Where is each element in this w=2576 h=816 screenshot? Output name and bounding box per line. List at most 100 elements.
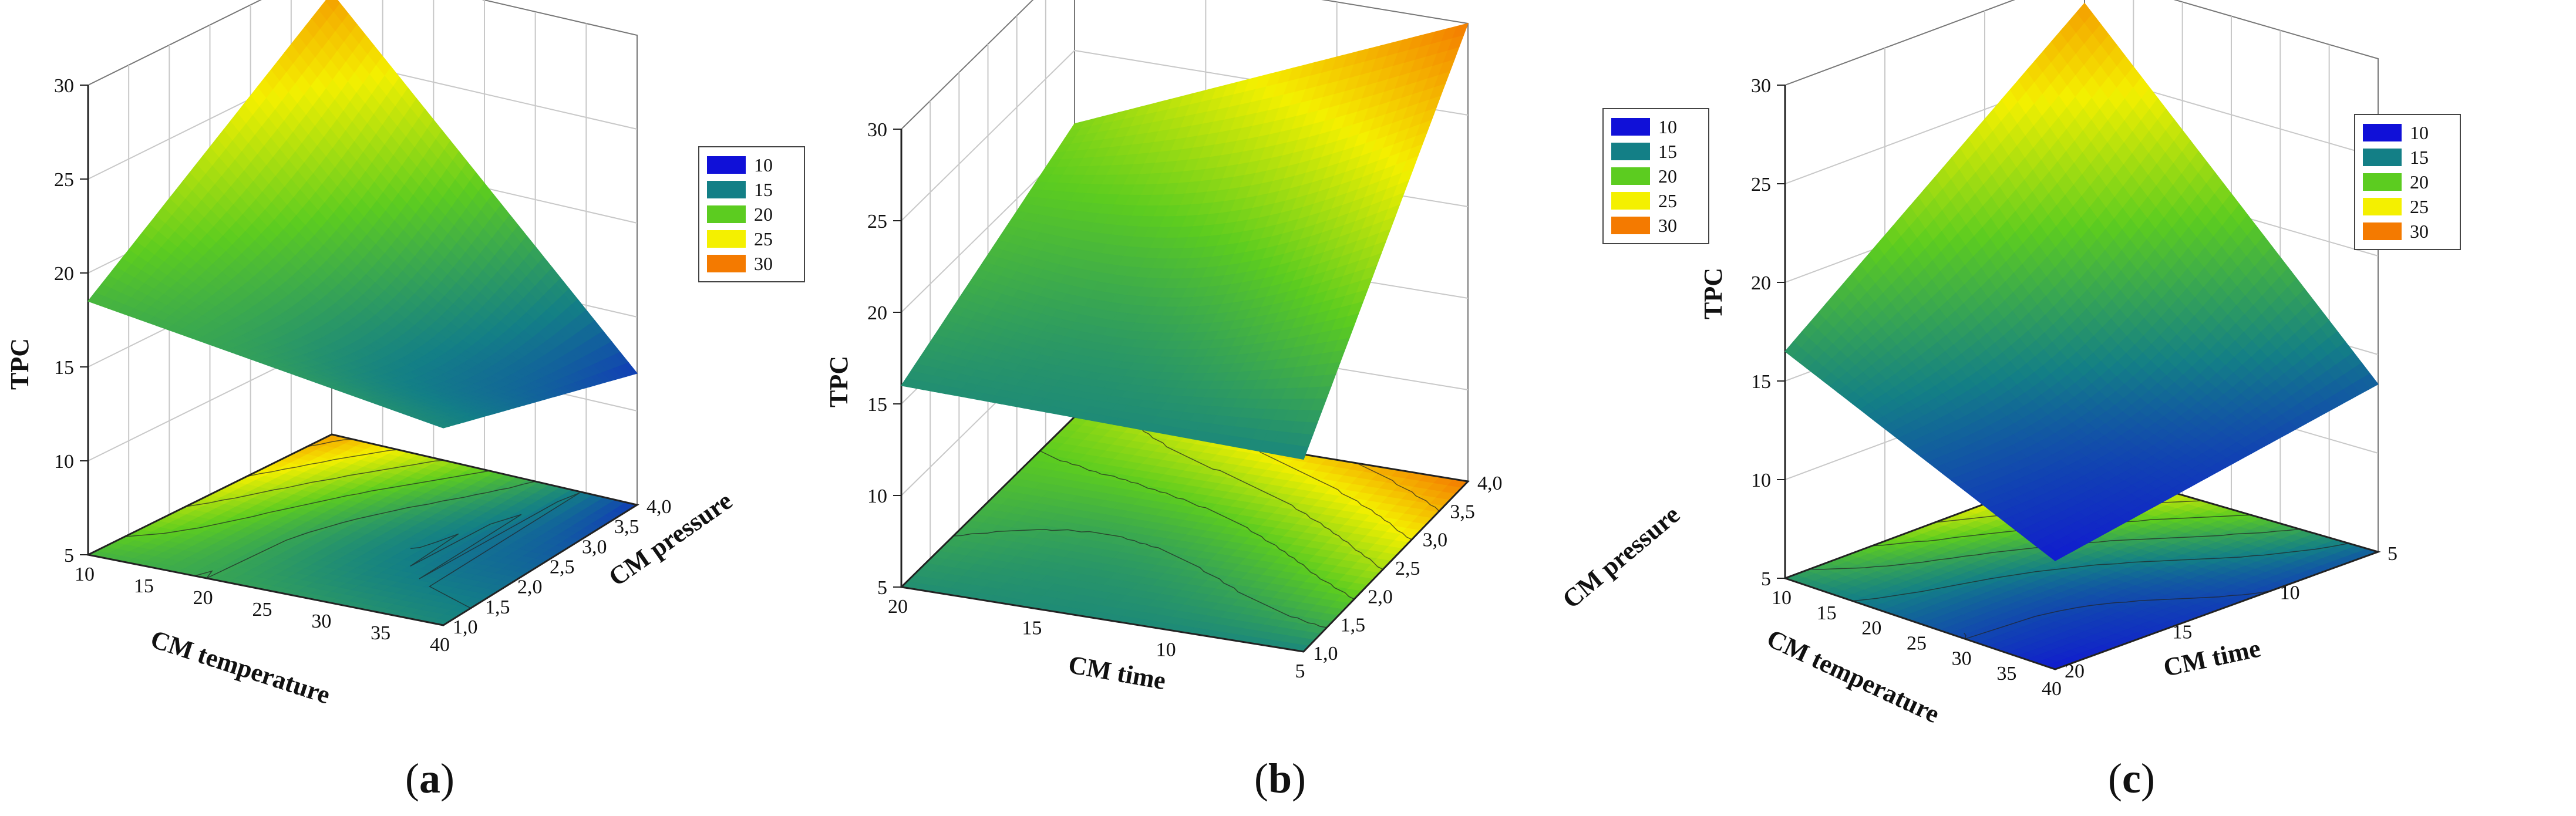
y-axis-label: CM pressure: [1557, 500, 1685, 614]
y-tick-label: 3,5: [1450, 501, 1475, 522]
legend-label: 25: [2410, 196, 2429, 217]
floor-outline: [899, 416, 1470, 653]
x-tick-label: 10: [1156, 639, 1176, 660]
legend-swatch: [1611, 192, 1650, 210]
legend-swatch: [2363, 198, 2402, 215]
y-tick-label: 15: [2172, 621, 2192, 643]
contour-line: [1245, 444, 1412, 540]
legend-swatch: [2363, 173, 2402, 191]
y-tick-label: 2,0: [1368, 586, 1393, 608]
contour-line: [1843, 542, 2349, 602]
legend-swatch: [707, 205, 746, 223]
z-tick-label: 20: [867, 302, 887, 324]
x-axis-label: CM temperature: [147, 625, 334, 710]
x-tick-label: 40: [430, 634, 450, 656]
y-tick-label: 3,5: [614, 516, 639, 538]
y-tick-label: 1,5: [485, 596, 510, 618]
z-tick-label: 15: [1751, 371, 1771, 393]
y-tick-label: 4,0: [646, 496, 672, 518]
x-tick-label: 25: [252, 599, 272, 621]
contour-line: [1039, 450, 1355, 600]
surface-plot-a: 51015202530101520253035401,01,52,02,53,0…: [5, 0, 805, 710]
z-tick-label: 5: [64, 545, 74, 567]
caption-c: (c): [2108, 755, 2155, 802]
legend-label: 30: [754, 253, 773, 274]
x-tick-label: 10: [75, 564, 95, 585]
x-axis-label: CM time: [1066, 650, 1168, 695]
y-tick-label: 2,0: [517, 576, 543, 598]
response-surface: [900, 23, 1469, 460]
legend-swatch: [707, 181, 746, 198]
legend-swatch: [707, 156, 746, 174]
z-tick-label: 25: [867, 211, 887, 232]
z-tick-label: 5: [1761, 568, 1771, 590]
x-tick-label: 35: [1996, 663, 2016, 685]
y-tick-label: 2,5: [550, 557, 575, 578]
x-tick-label: 10: [1772, 587, 1792, 609]
z-tick-label: 25: [54, 169, 74, 191]
y-tick-label: 1,0: [453, 616, 478, 638]
surface-plot-b: 5 10 15 20 25 30 20 15 10 5 1,01,52,02,53,03,54,0 T…: [824, 0, 1709, 695]
z-tick-label: 5: [877, 577, 887, 599]
z-tick-label: 10: [54, 451, 74, 473]
y-tick-label: 4,0: [1477, 473, 1503, 494]
z-tick-label: 30: [867, 119, 887, 141]
legend-swatch: [2363, 222, 2402, 240]
y-tick-label: 3,0: [582, 536, 607, 558]
z-tick-label: 10: [1751, 470, 1771, 491]
legend-swatch: [2363, 124, 2402, 141]
z-tick-label: 15: [54, 357, 74, 379]
x-tick-label: 15: [1022, 618, 1042, 639]
y-tick-label: 5: [2388, 543, 2397, 565]
contour-line: [1133, 426, 1383, 570]
caption-a-letter: a: [419, 755, 440, 802]
legend-label: 25: [754, 228, 773, 249]
y-tick-label: 20: [2065, 660, 2085, 682]
z-tick-label: 30: [54, 75, 74, 97]
caption-b-letter: b: [1268, 755, 1292, 802]
legend-label: 20: [1658, 166, 1677, 187]
z-tick-label: 10: [867, 485, 887, 507]
z-tick-label: 20: [1751, 272, 1771, 294]
z-axis-label: TPC: [1699, 268, 1728, 319]
y-tick-label: 10: [2280, 582, 2300, 604]
legend-swatch: [707, 255, 746, 272]
legend-swatch: [707, 230, 746, 248]
x-tick-label: 15: [134, 575, 154, 597]
legend-label: 30: [2410, 221, 2429, 242]
contour-line: [410, 493, 580, 609]
legend-swatch: [1611, 118, 1650, 136]
legend: 10 15 20 25 30: [2354, 114, 2461, 250]
legend-swatch: [1611, 167, 1650, 185]
contour-line: [1964, 590, 2271, 640]
z-tick-label: 15: [867, 394, 887, 416]
floor-contour: [900, 416, 1469, 652]
contour-line: [307, 439, 352, 447]
z-tick-label: 25: [1751, 174, 1771, 195]
response-surface: [1784, 2, 2379, 561]
x-tick-label: 15: [1817, 602, 1837, 624]
caption-a: (a): [405, 755, 454, 802]
x-tick-label: 25: [1907, 633, 1927, 655]
legend: 10 15 20 25 30: [698, 146, 805, 282]
legend-label: 20: [2410, 171, 2429, 193]
legend-label: 20: [754, 204, 773, 225]
legend-label: 30: [1658, 215, 1677, 236]
x-tick-label: 20: [888, 596, 908, 618]
legend-label: 25: [1658, 190, 1677, 211]
z-tick-label: 20: [54, 263, 74, 285]
x-tick-label: 20: [1861, 618, 1881, 639]
contour-line: [124, 470, 490, 538]
floor-outline: [85, 433, 639, 626]
contour-line: [1349, 461, 1440, 512]
contour-line: [246, 449, 398, 477]
legend-label: 10: [754, 154, 773, 176]
legend-label: 15: [1658, 141, 1677, 162]
y-tick-label: 2,5: [1395, 558, 1420, 579]
legend-swatch: [1611, 143, 1650, 160]
legend-label: 15: [754, 179, 773, 200]
contour-line: [953, 529, 1327, 628]
response-surface: [87, 0, 638, 429]
legend-label: 10: [2410, 122, 2429, 143]
